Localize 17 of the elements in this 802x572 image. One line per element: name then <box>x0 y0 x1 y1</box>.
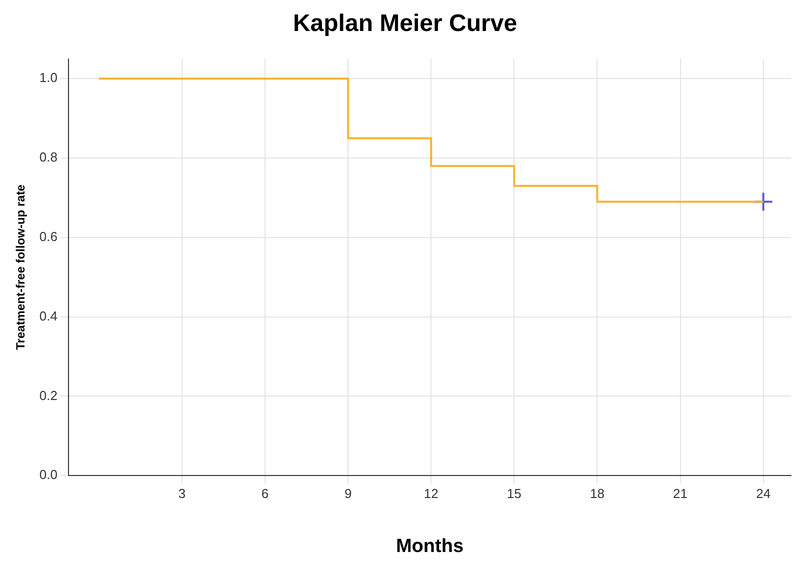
y-tick-label: 0.6 <box>39 229 58 244</box>
x-tick-label: 21 <box>673 486 688 501</box>
x-tick-label: 12 <box>424 486 438 501</box>
chart-title: Kaplan Meier Curve <box>292 10 518 38</box>
y-tick-label: 0.8 <box>39 150 58 165</box>
x-tick-label: 9 <box>344 486 352 501</box>
x-tick-label: 15 <box>506 486 522 501</box>
x-tick-label: 3 <box>178 486 186 501</box>
x-tick-label: 24 <box>756 486 771 501</box>
y-tick-label: 0.0 <box>39 467 58 482</box>
x-axis-title: Months <box>396 536 464 557</box>
y-tick-label: 1.0 <box>39 70 58 86</box>
y-tick-label: 0.4 <box>39 308 58 324</box>
y-axis-title: Treatment-free follow-up rate <box>14 184 28 350</box>
x-tick-label: 18 <box>590 486 604 501</box>
y-tick-label: 0.2 <box>39 388 58 403</box>
x-tick-label: 6 <box>261 486 269 501</box>
